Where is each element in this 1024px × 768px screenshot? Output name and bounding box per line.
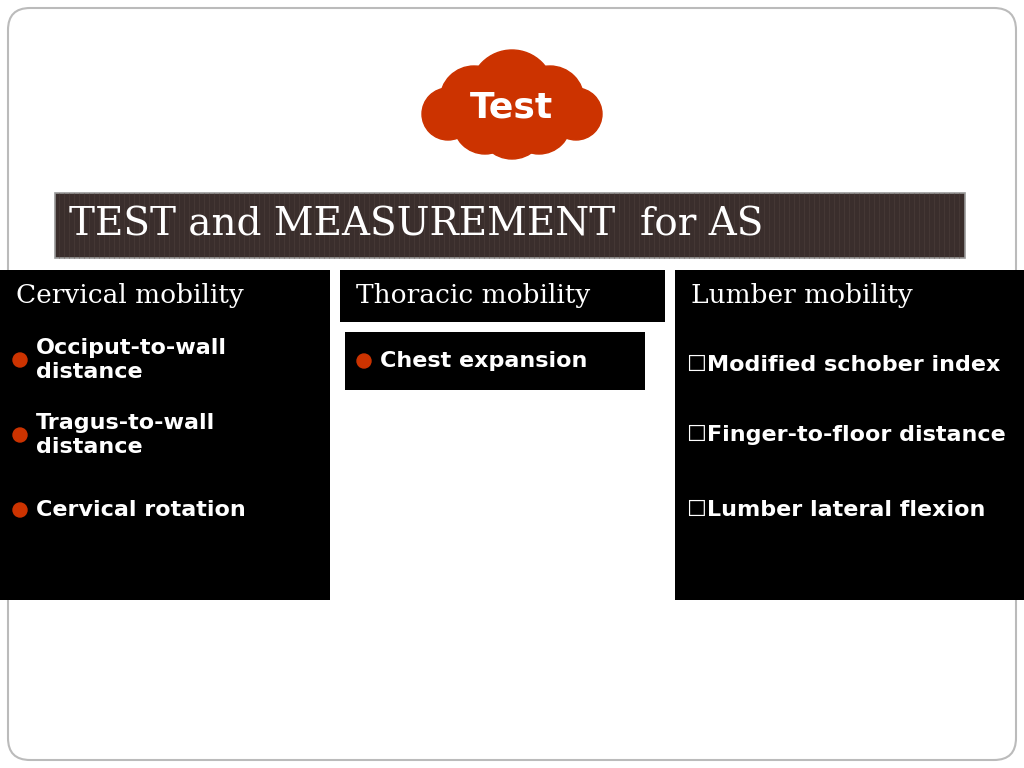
FancyBboxPatch shape [345,332,645,390]
Circle shape [422,88,474,140]
FancyBboxPatch shape [675,322,1024,600]
Text: ☐Finger-to-floor distance: ☐Finger-to-floor distance [687,425,1006,445]
Circle shape [550,88,602,140]
Circle shape [13,353,27,367]
Circle shape [13,428,27,442]
Text: Tragus-to-wall
distance: Tragus-to-wall distance [36,413,215,457]
Circle shape [516,66,584,134]
Text: Chest expansion: Chest expansion [380,351,588,371]
FancyBboxPatch shape [675,270,1024,322]
Circle shape [507,90,571,154]
Text: Lumber mobility: Lumber mobility [691,283,912,309]
Text: TEST and MEASUREMENT  for AS: TEST and MEASUREMENT for AS [69,207,763,244]
Text: ☐Modified schober index: ☐Modified schober index [687,355,1000,375]
FancyBboxPatch shape [340,270,665,322]
Text: ☐Lumber lateral flexion: ☐Lumber lateral flexion [687,500,985,520]
Text: Test: Test [470,90,554,124]
Circle shape [470,50,554,134]
Text: Cervical rotation: Cervical rotation [36,500,246,520]
FancyBboxPatch shape [0,270,330,322]
Circle shape [357,354,371,368]
Circle shape [478,91,546,159]
Circle shape [453,90,517,154]
Text: Cervical mobility: Cervical mobility [16,283,244,309]
Circle shape [13,503,27,517]
Text: Thoracic mobility: Thoracic mobility [356,283,590,309]
FancyBboxPatch shape [8,8,1016,760]
Text: Occiput-to-wall
distance: Occiput-to-wall distance [36,339,227,382]
Circle shape [440,66,508,134]
FancyBboxPatch shape [55,193,965,258]
FancyBboxPatch shape [0,322,330,600]
